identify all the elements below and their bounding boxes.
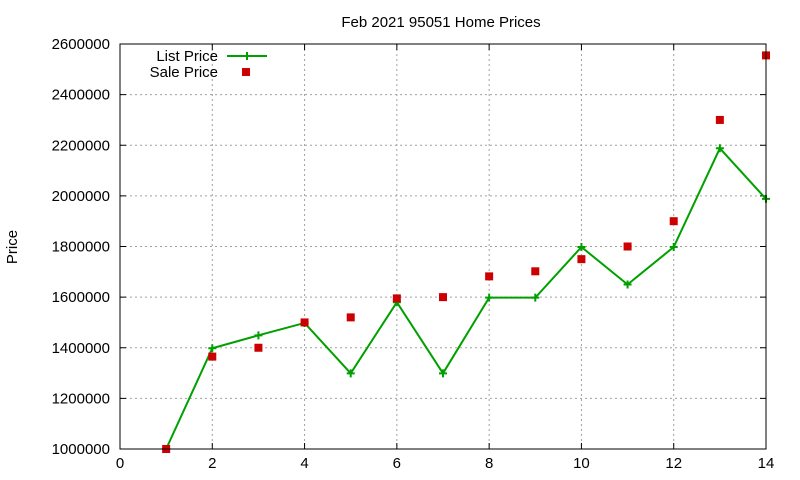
y-tick-label: 1800000 [52,239,110,256]
list-price-point [669,243,678,252]
plot-frame [119,43,767,450]
chart-title: Feb 2021 95051 Home Prices [341,14,540,31]
sale-price-point [254,343,263,352]
sale-price-point [715,115,724,124]
list-price-point [623,280,632,289]
y-tick-label: 2600000 [52,36,110,53]
x-tick-label: 10 [573,455,590,472]
y-tick-label: 1600000 [52,289,110,306]
y-tick-label: 2000000 [52,188,110,205]
legend-label-list-price: List Price [156,48,218,65]
sale-price-point [392,294,401,303]
list-price-point [254,331,263,340]
list-price-line [165,146,767,450]
list-price-point [208,344,217,353]
list-price-point [715,144,724,153]
list-price-point [577,243,586,252]
legend: List Price Sale Price [150,48,267,81]
y-axis-label: Price [4,230,21,264]
sale-price-point [439,293,447,302]
x-tick-label: 4 [300,455,308,472]
y-tick-label: 1200000 [52,390,110,407]
x-tick-label: 12 [665,455,682,472]
sale-price-point [346,313,355,322]
legend-label-sale-price: Sale Price [150,64,218,81]
sale-price-point [669,217,678,226]
y-tick-label: 2400000 [52,87,110,104]
legend-sample-list-price-marker [243,52,251,60]
list-price-point [439,369,447,378]
legend-sample-sale-price-marker [242,68,250,76]
list-price-point [346,369,355,378]
x-tick-label: 14 [758,455,775,472]
list-price-point [485,293,494,302]
sale-price-point [577,255,586,264]
x-tick-label: 6 [393,455,401,472]
x-tick-label: 2 [208,455,216,472]
x-tick-label: 8 [485,455,493,472]
sale-price-point [208,352,217,361]
y-tick-label: 1400000 [52,340,110,357]
list-price-point [531,293,540,302]
sale-price-point [531,267,540,276]
y-tick-label: 1000000 [52,441,110,458]
sale-price-point [485,272,494,281]
sale-price-point [300,318,309,327]
x-tick-label: 0 [116,455,124,472]
sale-price-point [623,242,632,251]
y-tick-label: 2200000 [52,137,110,154]
